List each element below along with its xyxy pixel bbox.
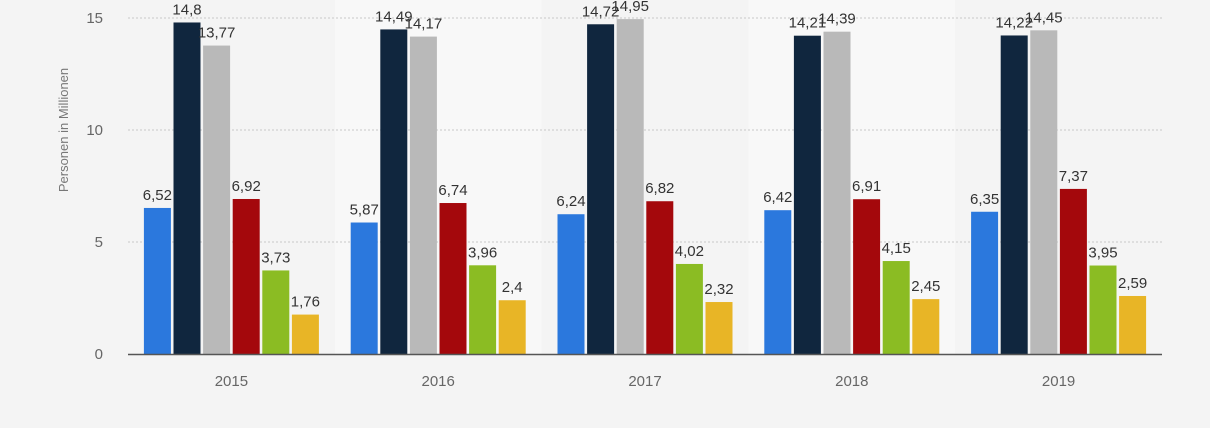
data-label: 7,37 [1059, 168, 1088, 185]
bar [203, 45, 231, 354]
data-label: 4,15 [882, 240, 911, 257]
data-label: 2,59 [1118, 275, 1147, 292]
data-label: 6,24 [556, 193, 585, 210]
bar [380, 29, 408, 354]
x-tick-label: 2018 [835, 373, 868, 390]
y-axis-label: Personen in Millionen [56, 68, 71, 192]
bar [557, 214, 585, 354]
data-label: 6,82 [645, 180, 674, 197]
y-tick-label: 0 [95, 346, 103, 363]
bars [143, 19, 1147, 355]
data-label: 3,96 [468, 244, 497, 261]
bar [1089, 265, 1117, 354]
y-tick-label: 15 [86, 10, 103, 27]
bar [1000, 35, 1028, 355]
data-label: 14,95 [611, 0, 649, 15]
bar [1030, 30, 1058, 354]
x-tick-label: 2017 [628, 373, 661, 390]
bar [823, 31, 851, 354]
bar [498, 300, 526, 354]
data-label: 14,22 [995, 14, 1033, 31]
data-label: 5,87 [350, 202, 379, 219]
bar [646, 201, 674, 354]
data-label: 6,92 [232, 178, 261, 195]
data-label: 14,8 [172, 1, 201, 18]
data-label: 3,73 [261, 249, 290, 266]
data-label: 4,02 [675, 243, 704, 260]
data-label: 6,74 [438, 182, 467, 199]
bar [439, 203, 467, 354]
bar [587, 24, 615, 354]
data-label: 2,45 [911, 278, 940, 295]
data-label: 1,76 [291, 294, 320, 311]
data-label: 14,17 [405, 16, 443, 33]
data-label: 6,91 [852, 178, 881, 195]
bar [705, 302, 733, 354]
bar [853, 199, 881, 354]
data-label: 14,21 [789, 15, 827, 32]
bar [262, 270, 290, 354]
x-tick-label: 2016 [422, 373, 455, 390]
bar [291, 314, 319, 354]
data-label: 14,49 [375, 8, 413, 25]
bar [971, 211, 999, 354]
bar [793, 35, 821, 355]
data-label: 14,39 [818, 11, 856, 28]
data-label: 14,72 [582, 3, 620, 20]
data-label: 3,95 [1088, 245, 1117, 262]
y-tick-label: 10 [86, 122, 103, 139]
bar [1059, 188, 1087, 354]
y-tick-label: 5 [95, 234, 103, 251]
data-label: 14,45 [1025, 9, 1063, 26]
bar [143, 207, 171, 354]
x-tick-label: 2019 [1042, 373, 1075, 390]
bar [350, 222, 378, 354]
bar [912, 299, 940, 354]
bar [409, 36, 437, 354]
data-label: 6,52 [143, 187, 172, 204]
data-label: 13,77 [198, 25, 236, 42]
data-label: 6,35 [970, 191, 999, 208]
axes: 0 5 10 15 2015 2016 2017 2018 2019 [86, 10, 1162, 390]
bar [616, 19, 644, 355]
bar [882, 261, 910, 354]
bar [232, 198, 260, 354]
x-tick-label: 2015 [215, 373, 248, 390]
data-label: 2,32 [704, 281, 733, 298]
bar [675, 263, 703, 354]
bar [173, 22, 201, 354]
bar [469, 265, 497, 354]
bar [1119, 295, 1147, 354]
bar [764, 210, 792, 354]
data-label: 2,4 [502, 279, 523, 296]
data-label: 6,42 [763, 189, 792, 206]
